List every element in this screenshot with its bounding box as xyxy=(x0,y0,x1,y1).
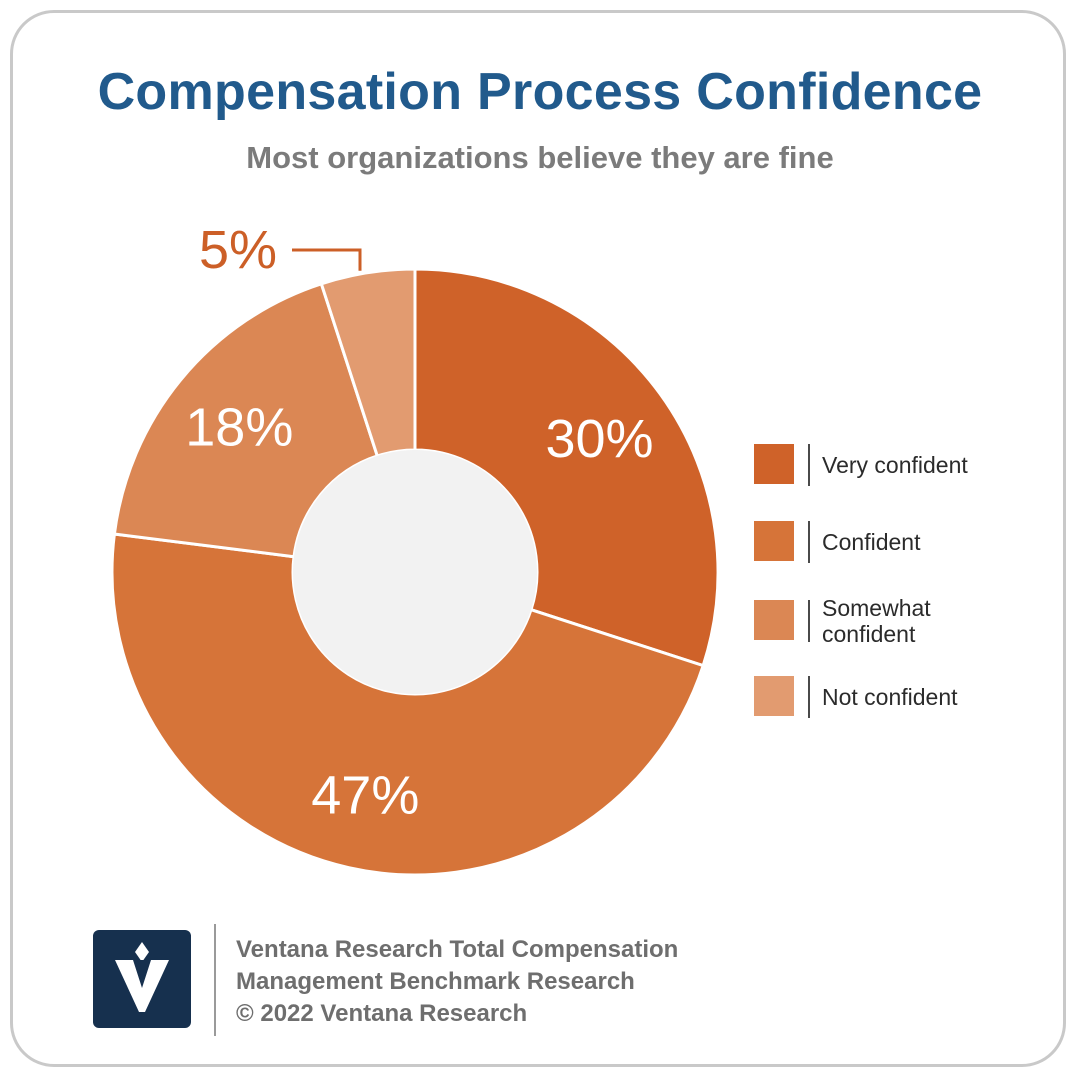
legend-item-confident: Confident xyxy=(754,521,1054,563)
legend-label-not-confident: Not confident xyxy=(822,684,958,710)
legend-item-not-confident: Not confident xyxy=(754,676,1054,718)
footer-divider xyxy=(214,924,216,1036)
ventana-v-logo-icon xyxy=(115,942,169,1012)
donut-hole xyxy=(293,450,537,694)
leader-line-not-confident xyxy=(292,248,362,271)
legend-swatch-not-confident xyxy=(754,676,794,716)
legend-label-confident: Confident xyxy=(822,529,921,555)
legend-swatch-very-confident xyxy=(754,444,794,484)
legend-label-somewhat-confident: Somewhat confident xyxy=(822,595,931,647)
legend-divider xyxy=(808,444,810,486)
legend-item-very-confident: Very confident xyxy=(754,444,1054,486)
data-label-confident: 47% xyxy=(311,766,419,826)
footer-line-3: © 2022 Ventana Research xyxy=(236,1000,528,1027)
legend-swatch-confident xyxy=(754,521,794,561)
slice-not-confident xyxy=(319,267,417,458)
footer-line-1: Ventana Research Total Compensation xyxy=(236,936,679,963)
ventana-logo xyxy=(93,930,191,1028)
legend-divider xyxy=(808,676,810,718)
legend-label-very-confident: Very confident xyxy=(822,452,968,478)
legend-divider xyxy=(808,521,810,563)
legend-swatch-somewhat-confident xyxy=(754,600,794,640)
slice-confident xyxy=(110,532,706,877)
chart-subtitle: Most organizations believe they are fine xyxy=(246,140,834,175)
chart-title: Compensation Process Confidence xyxy=(97,63,983,121)
legend-divider xyxy=(808,600,810,642)
footer-line-2: Management Benchmark Research xyxy=(236,968,635,995)
footer-credit: Ventana Research Total Compensation Mana… xyxy=(236,934,678,1030)
legend-item-somewhat-confident: Somewhat confident xyxy=(754,595,1054,647)
data-label-not-confident: 5% xyxy=(199,220,277,280)
data-label-somewhat-confident: 18% xyxy=(185,398,293,458)
data-label-very-confident: 30% xyxy=(545,409,653,469)
